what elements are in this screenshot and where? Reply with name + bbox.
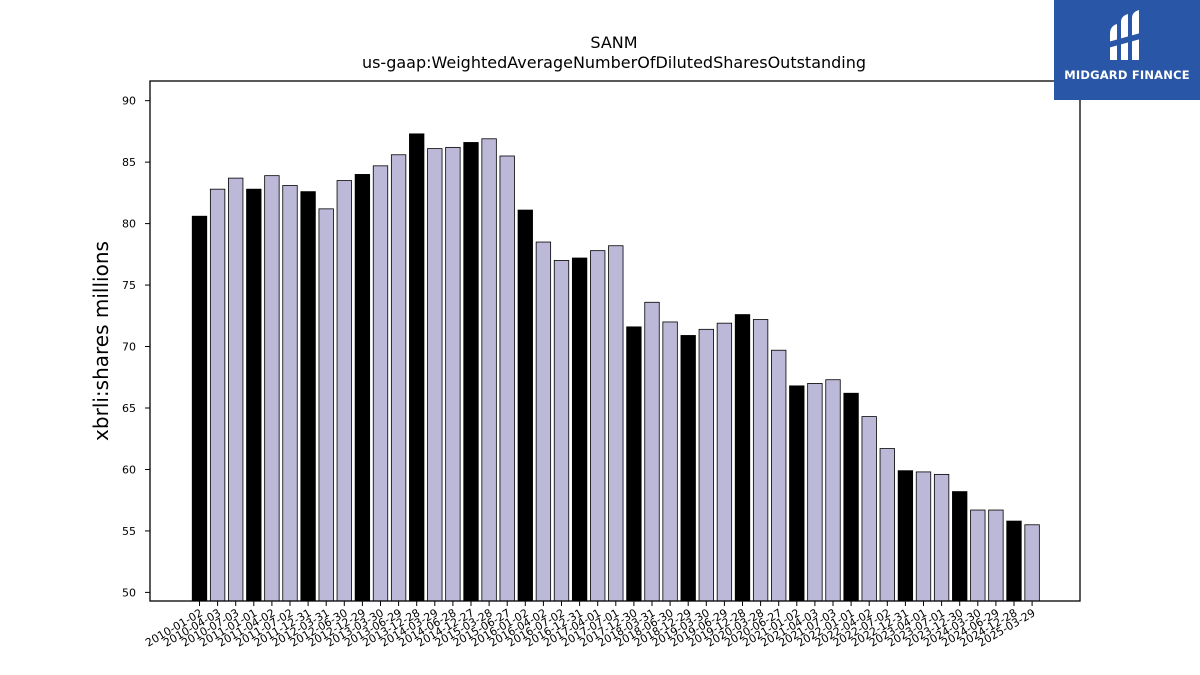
- plot-frame: [149, 80, 1081, 602]
- bar-2016-12-31: [571, 257, 588, 602]
- bar-2019-12-28: [734, 314, 751, 602]
- y-tick-label: 85: [122, 156, 136, 169]
- brand-name: MIDGARD FINANCE: [1064, 68, 1190, 82]
- y-tick-label: 75: [122, 279, 136, 292]
- chart-subtitle: us-gaap:WeightedAverageNumberOfDilutedSh…: [362, 53, 866, 72]
- bar-2013-12-28: [409, 133, 425, 602]
- bar-2024-12-28: [1006, 520, 1022, 602]
- y-tick-label: 50: [122, 586, 136, 599]
- bar-2021-04-03: [807, 383, 823, 602]
- bar-2015-03-28: [481, 138, 497, 602]
- bar-2021-07-03: [825, 379, 841, 602]
- bar-2022-04-02: [861, 416, 877, 602]
- bar-2018-03-31: [644, 301, 660, 602]
- bar-2012-03-31: [318, 208, 334, 602]
- bar-2019-03-30: [698, 328, 714, 602]
- bar-2023-12-30: [952, 491, 968, 602]
- y-tick-label: 60: [122, 463, 136, 476]
- bar-2013-03-30: [372, 165, 389, 602]
- bar-2013-06-29: [390, 154, 407, 602]
- chart-title: SANM: [590, 33, 637, 52]
- bar-2010-01-02: [191, 215, 208, 602]
- bar-2022-07-02: [879, 448, 895, 602]
- bar-2016-04-02: [535, 241, 552, 602]
- bar-2011-12-31: [300, 191, 316, 602]
- bar-2018-12-29: [680, 335, 696, 602]
- bar-2022-12-31: [897, 470, 914, 602]
- bar-2023-07-01: [933, 473, 950, 602]
- y-tick-label: 55: [122, 525, 136, 538]
- y-axis-label: xbrli:shares millions: [89, 241, 113, 441]
- bar-2015-06-27: [499, 155, 515, 602]
- bar-2019-06-29: [716, 322, 733, 602]
- y-tick-label: 70: [122, 341, 136, 354]
- bar-2011-01-01: [246, 188, 262, 602]
- bar-2012-06-30: [336, 180, 352, 602]
- x-axis: 2010-01-022010-04-032010-07-032011-01-01…: [143, 601, 1038, 650]
- bar-2014-06-28: [445, 146, 461, 602]
- y-axis: 50 55 60 65 70 75 80 85 90: [122, 95, 150, 599]
- bar-2022-01-01: [843, 392, 859, 602]
- bar-2021-01-02: [789, 385, 805, 602]
- bar-2017-07-01: [608, 245, 624, 602]
- bar-2010-04-03: [209, 188, 226, 602]
- bar-2025-03-29: [1024, 524, 1040, 602]
- bar-2017-12-30: [626, 326, 642, 602]
- bar-2020-03-28: [752, 319, 769, 602]
- bar-2024-06-29: [988, 509, 1004, 602]
- bar-2023-04-01: [915, 471, 932, 602]
- bars-layer: [191, 133, 1040, 602]
- bar-2016-01-02: [517, 209, 533, 602]
- bar-2024-03-30: [970, 509, 986, 602]
- bar-2011-04-02: [264, 175, 280, 602]
- bar-2014-12-27: [463, 142, 479, 602]
- y-tick-label: 65: [122, 402, 136, 415]
- midgard-logo-icon: [1108, 10, 1144, 60]
- bar-2016-07-02: [553, 260, 570, 602]
- bar-2014-03-29: [427, 148, 443, 602]
- bar-2017-04-01: [590, 250, 606, 602]
- brand-logo: MIDGARD FINANCE: [1054, 0, 1200, 100]
- y-tick-label: 90: [122, 95, 136, 108]
- bar-2011-07-02: [282, 185, 298, 602]
- bar-2012-12-29: [354, 174, 371, 602]
- y-tick-label: 80: [122, 218, 136, 231]
- bar-2020-06-27: [771, 349, 787, 602]
- bar-2010-07-03: [228, 177, 244, 602]
- bar-2018-06-30: [662, 321, 678, 602]
